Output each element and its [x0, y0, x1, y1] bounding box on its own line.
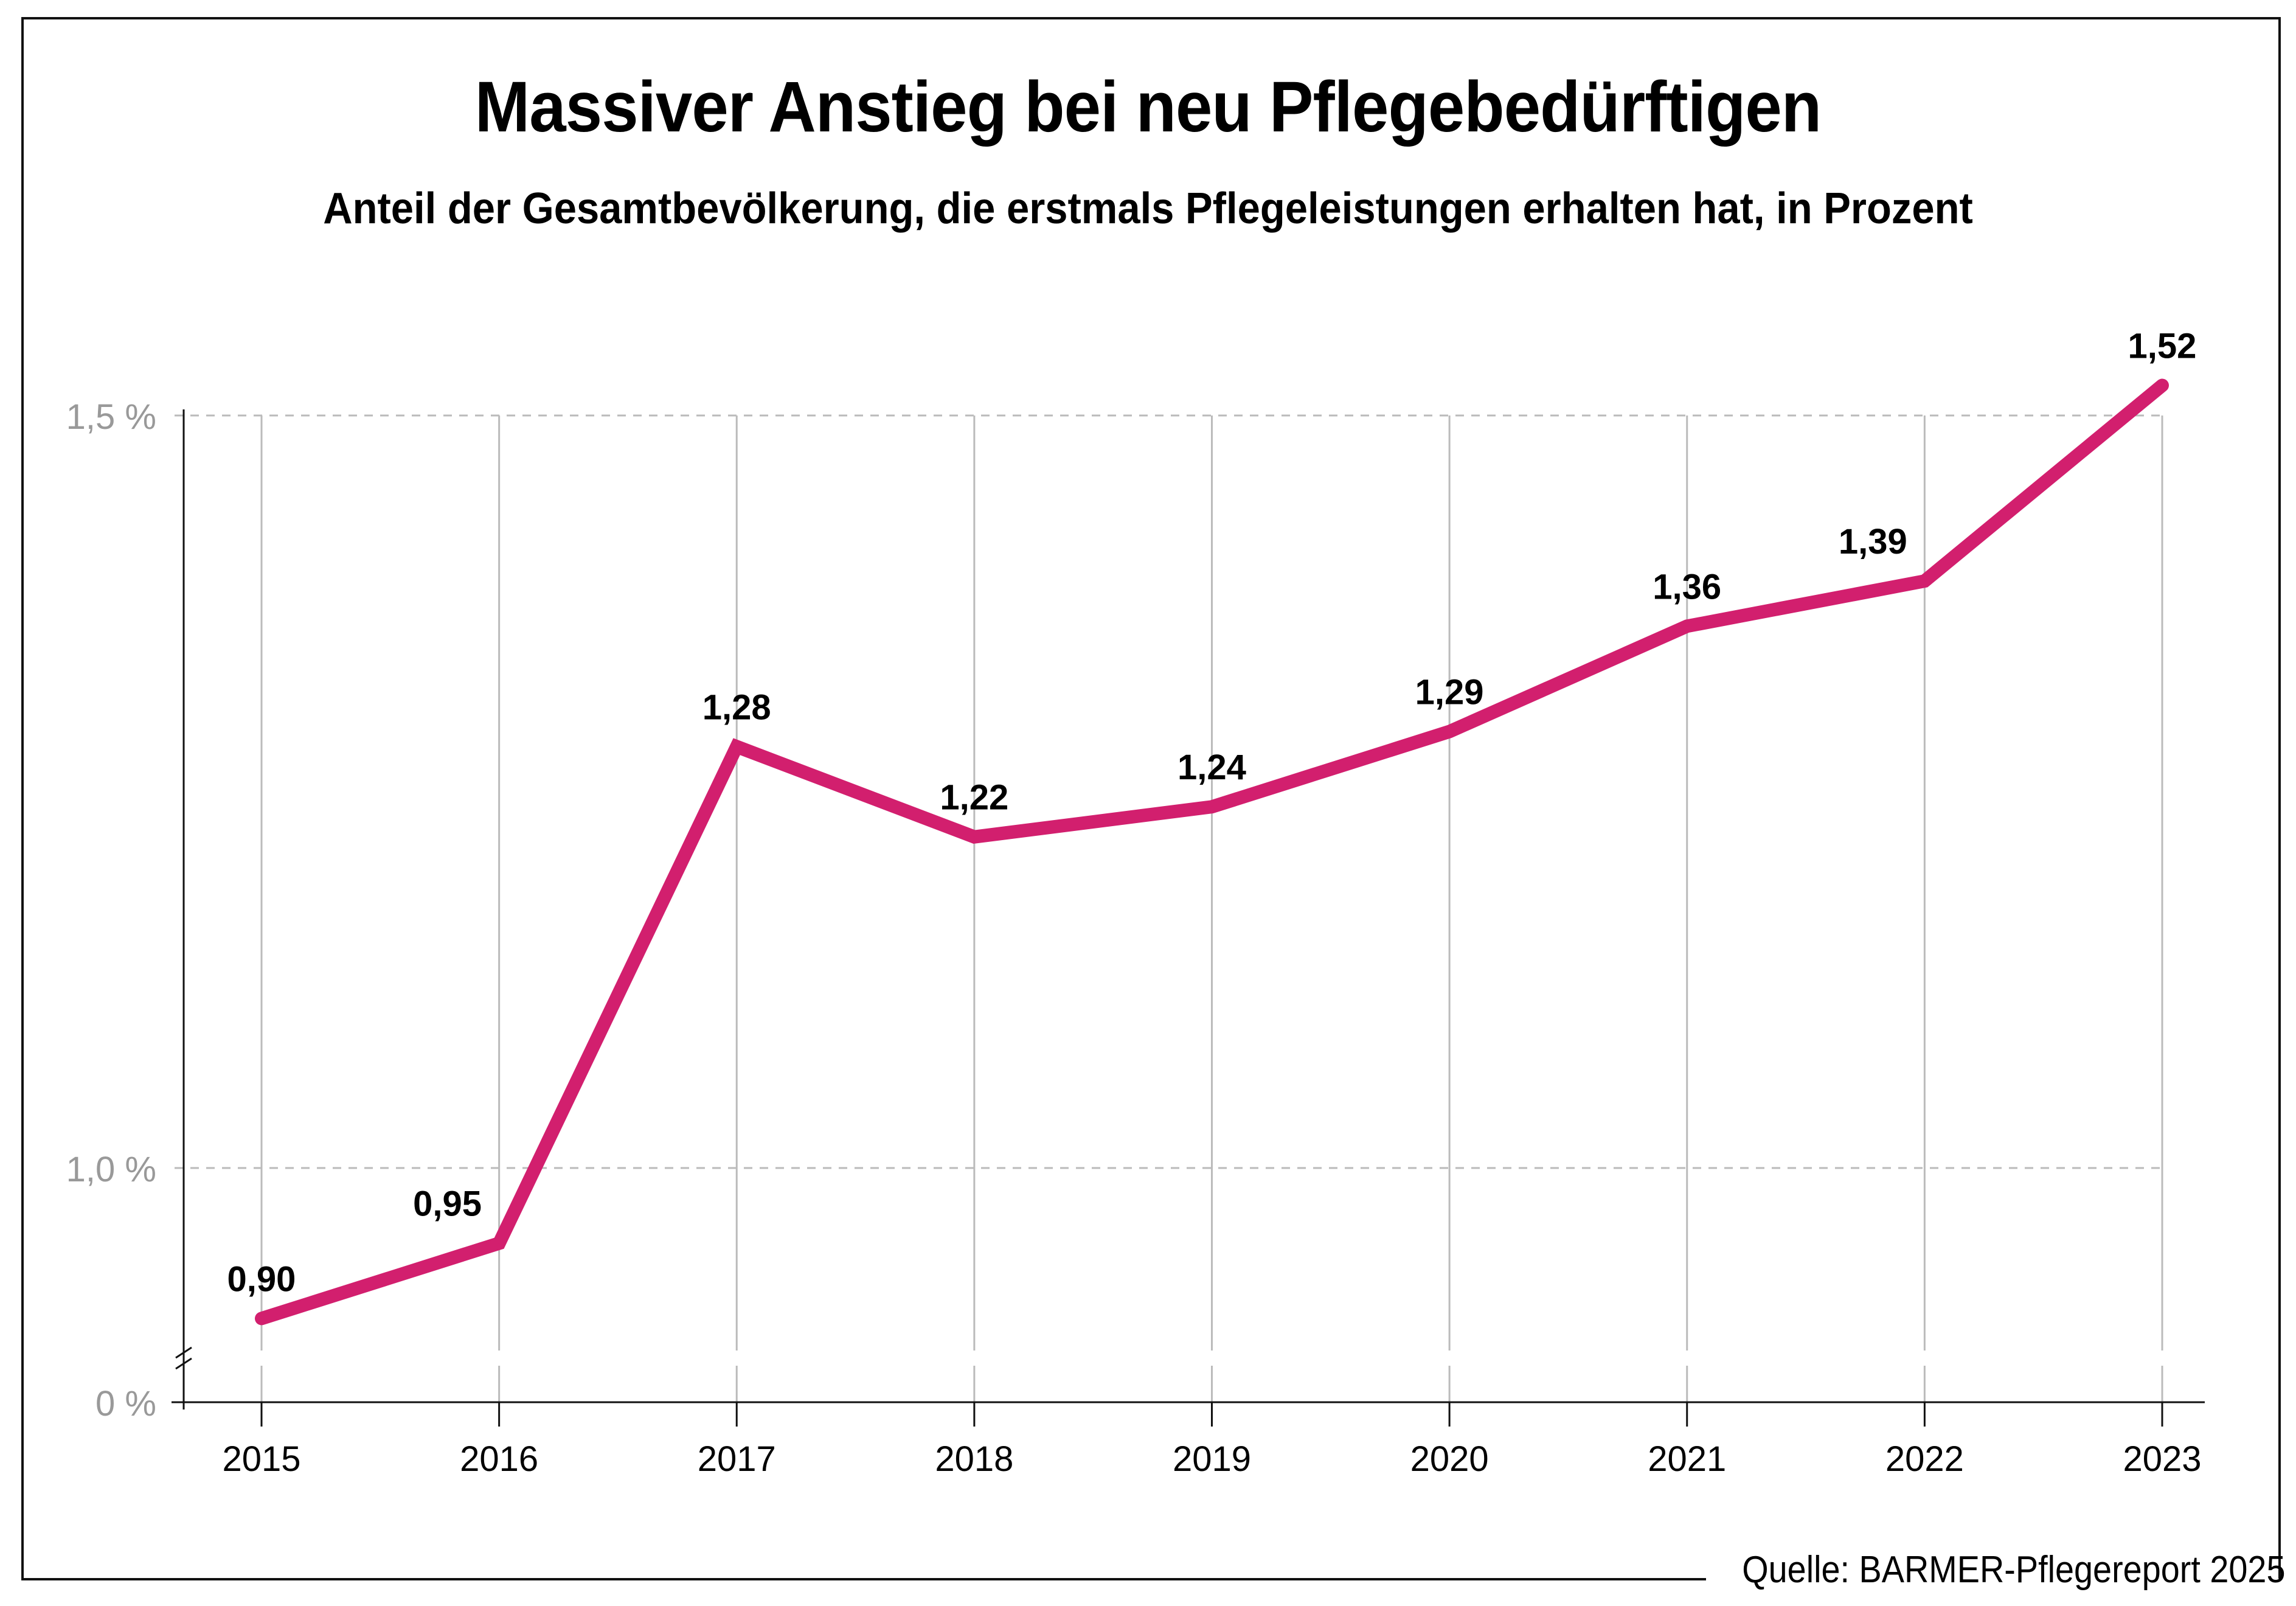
chart-frame-bottom-border [21, 1578, 1706, 1580]
source-note: Quelle: BARMER-Pflegereport 2025 [1741, 1549, 2285, 1591]
data-label: 1,22 [940, 778, 1008, 818]
x-tick-label: 2019 [1173, 1439, 1251, 1479]
data-point [261, 1318, 262, 1319]
data-label: 0,95 [413, 1184, 482, 1224]
data-label: 1,52 [2128, 327, 2197, 366]
data-label: 1,24 [1177, 748, 1246, 787]
data-label: 0,90 [227, 1259, 296, 1299]
chart-title: Massiver Anstieg bei neu Pflegebedürftig… [474, 67, 1822, 147]
x-tick-label: 2018 [935, 1439, 1013, 1479]
y-tick-label: 1,5 % [66, 397, 156, 437]
data-point [1449, 731, 1451, 732]
data-point [2162, 384, 2163, 386]
y-tick-label: 0 % [95, 1384, 156, 1423]
data-label: 1,36 [1653, 567, 1721, 607]
x-tick-label: 2021 [1648, 1439, 1726, 1479]
data-label: 1,28 [702, 687, 771, 727]
axis-break-mark [175, 1357, 192, 1370]
data-point [973, 836, 975, 838]
x-tick-label: 2023 [2123, 1439, 2201, 1479]
data-point [1686, 625, 1688, 627]
y-tick-label: 1,0 % [66, 1150, 156, 1189]
x-tick-label: 2017 [698, 1439, 776, 1479]
data-label: 1,39 [1839, 522, 1907, 561]
x-tick-label: 2020 [1410, 1439, 1489, 1479]
axis-break-mark [175, 1346, 192, 1359]
x-tick-label: 2016 [460, 1439, 538, 1479]
data-point [1924, 580, 1926, 582]
chart-frame [21, 17, 2281, 1579]
data-point [736, 746, 738, 748]
x-tick-label: 2022 [1885, 1439, 1964, 1479]
x-tick-label: 2015 [222, 1439, 300, 1479]
data-point [498, 1242, 500, 1244]
chart-subtitle: Anteil der Gesamtbevölkerung, die erstma… [323, 184, 1973, 233]
data-point [1211, 806, 1213, 808]
data-label: 1,29 [1415, 673, 1484, 712]
